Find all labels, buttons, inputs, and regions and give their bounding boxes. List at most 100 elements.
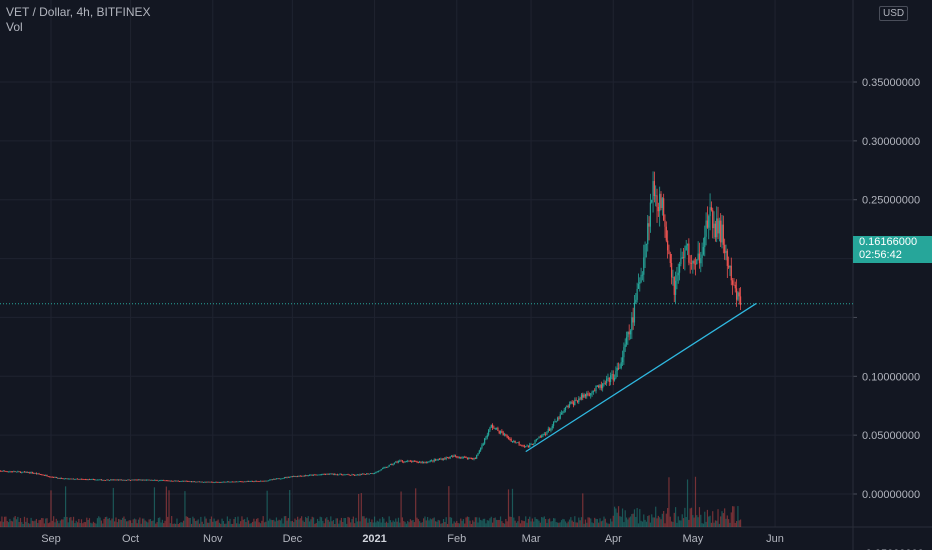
volume-bar: [568, 519, 571, 527]
candle-body: [198, 481, 201, 483]
volume-bar: [704, 511, 706, 527]
volume-bar: [570, 517, 572, 527]
volume-bar: [690, 507, 693, 527]
candle-body: [659, 193, 661, 212]
volume-bar: [171, 516, 173, 527]
candle-body: [505, 434, 507, 436]
candle-body: [555, 420, 557, 422]
candle-body: [399, 460, 401, 462]
volume-bar: [647, 516, 649, 527]
volume-bar: [391, 522, 393, 527]
candle-body: [286, 476, 288, 478]
candle-body: [9, 471, 11, 473]
volume-bar: [91, 523, 93, 527]
volume-bar: [697, 517, 699, 527]
volume-bar: [734, 522, 736, 527]
volume-bar: [440, 523, 442, 527]
volume-bar: [278, 519, 280, 527]
candle-body: [384, 467, 386, 468]
candle-body: [600, 384, 602, 389]
candle-body: [305, 475, 307, 477]
volume-bar: [51, 520, 53, 527]
candle-body: [509, 438, 511, 440]
candle-body: [493, 427, 495, 429]
volume-bar: [144, 520, 146, 527]
candle-body: [415, 460, 417, 462]
volume-bar: [449, 517, 451, 527]
volume-bar: [2, 521, 4, 527]
candle-body: [338, 474, 340, 476]
candle-body: [480, 447, 482, 451]
volume-bar: [493, 518, 495, 527]
candle-body: [290, 476, 292, 478]
volume-bar: [100, 520, 102, 527]
candle-body: [623, 347, 625, 358]
candle-body: [94, 479, 96, 481]
candle-body: [216, 481, 218, 483]
volume-bar: [228, 521, 230, 527]
volume-bar: [389, 520, 392, 527]
candle-body: [621, 357, 624, 363]
currency-button[interactable]: USD: [879, 6, 909, 21]
volume-bar: [222, 521, 224, 527]
volume-bar: [550, 521, 552, 527]
candle-body: [502, 432, 504, 436]
volume-bar: [232, 523, 234, 527]
candle-body: [120, 479, 122, 481]
candle-body: [314, 474, 316, 476]
volume-bar: [643, 514, 645, 527]
volume-bar: [461, 520, 463, 527]
candle-body: [694, 263, 697, 265]
volume-bar: [552, 518, 555, 527]
volume-bar: [201, 521, 203, 527]
trendline: [525, 302, 757, 453]
volume-bar: [118, 518, 120, 527]
volume-bar: [555, 522, 557, 527]
volume-bar: [74, 523, 76, 527]
candle-body: [464, 456, 466, 458]
candle-body: [169, 480, 171, 482]
volume-bar: [277, 520, 279, 527]
volume-bar: [323, 523, 325, 527]
volume-bar: [168, 490, 170, 527]
candle-body: [710, 207, 712, 211]
candle-body: [114, 479, 116, 481]
candle-body: [214, 481, 217, 483]
volume-bar: [21, 522, 23, 527]
volume-bar: [738, 520, 740, 527]
volume-bar: [599, 518, 601, 527]
volume-bar: [583, 523, 585, 527]
candle-body: [559, 414, 561, 419]
volume-bar: [148, 519, 150, 527]
volume-bar: [247, 520, 250, 527]
candle-body: [7, 471, 10, 473]
candle-body: [669, 253, 671, 264]
candle-body: [596, 385, 598, 387]
volume-bar: [53, 516, 55, 527]
candle-body: [720, 220, 722, 243]
candle-body: [732, 280, 734, 285]
x-tick-label: 2021: [362, 533, 386, 545]
volume-bar: [114, 521, 116, 527]
candle-body: [340, 473, 343, 475]
candle-body: [218, 482, 221, 483]
candle-body: [88, 479, 91, 481]
candle-body: [295, 476, 297, 478]
candle-body: [564, 407, 567, 411]
volume-bar: [204, 516, 206, 527]
volume-bar: [566, 523, 568, 527]
volume-bar: [156, 522, 158, 527]
candle-body: [665, 226, 667, 241]
candle-body: [267, 480, 270, 482]
candle-body: [412, 460, 414, 463]
x-tick-label: Apr: [605, 533, 622, 545]
volume-bar: [628, 517, 630, 527]
volume-bar: [737, 506, 739, 527]
candle-body: [590, 393, 592, 396]
candle-body: [273, 478, 275, 480]
candle-body: [147, 479, 149, 481]
volume-bar: [94, 522, 96, 527]
volume-bar: [592, 523, 594, 527]
candle-body: [385, 467, 388, 468]
